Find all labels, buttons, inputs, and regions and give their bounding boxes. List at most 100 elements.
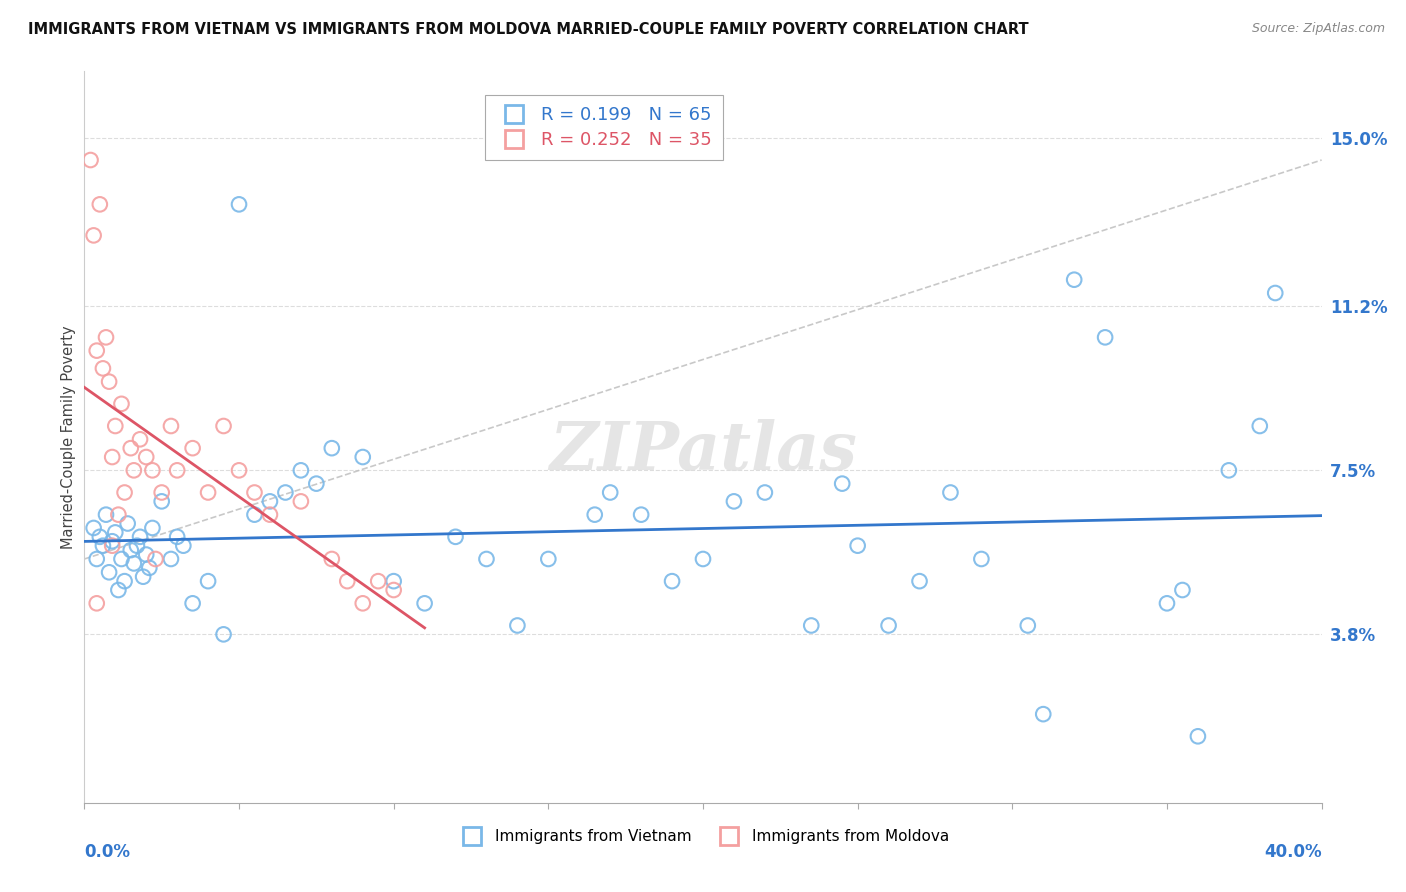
Point [129, 530, 152, 544]
Point [367, 574, 389, 589]
Point [259, 508, 281, 522]
Text: Source: ZipAtlas.com: Source: ZipAtlas.com [1251, 22, 1385, 36]
Point [114, 485, 136, 500]
Point [243, 485, 266, 500]
Point [83, 228, 105, 243]
Point [91, 361, 114, 376]
Point [94, 330, 117, 344]
Point [166, 463, 188, 477]
Y-axis label: Married-Couple Family Poverty: Married-Couple Family Poverty [60, 326, 76, 549]
Point [122, 557, 145, 571]
Point [197, 574, 219, 589]
Text: 0.0%: 0.0% [84, 843, 131, 861]
Point [846, 539, 869, 553]
Point [122, 463, 145, 477]
Point [506, 618, 529, 632]
Point [413, 596, 436, 610]
Point [630, 508, 652, 522]
Text: 40.0%: 40.0% [1264, 843, 1322, 861]
Point [692, 552, 714, 566]
Point [336, 574, 359, 589]
Point [1156, 596, 1178, 610]
Point [104, 419, 127, 434]
Point [228, 197, 250, 211]
Point [228, 463, 250, 477]
Point [101, 450, 124, 464]
Point [141, 521, 163, 535]
Point [138, 561, 160, 575]
Point [1063, 273, 1085, 287]
Point [125, 539, 148, 553]
Point [243, 508, 266, 522]
Point [79, 153, 101, 167]
Point [444, 530, 467, 544]
Point [1032, 707, 1054, 722]
Point [537, 552, 560, 566]
Point [141, 463, 163, 477]
Text: IMMIGRANTS FROM VIETNAM VS IMMIGRANTS FROM MOLDOVA MARRIED-COUPLE FAMILY POVERTY: IMMIGRANTS FROM VIETNAM VS IMMIGRANTS FR… [28, 22, 1029, 37]
Point [120, 441, 142, 455]
Point [86, 596, 108, 610]
Point [831, 476, 853, 491]
Point [321, 552, 343, 566]
Point [197, 485, 219, 500]
Point [150, 485, 173, 500]
Point [1249, 419, 1271, 434]
Point [908, 574, 931, 589]
Point [877, 618, 900, 632]
Point [212, 627, 235, 641]
Point [274, 485, 297, 500]
Point [290, 494, 312, 508]
Point [181, 441, 204, 455]
Point [1264, 285, 1286, 300]
Point [150, 494, 173, 508]
Legend: Immigrants from Vietnam, Immigrants from Moldova: Immigrants from Vietnam, Immigrants from… [450, 822, 956, 850]
Point [475, 552, 498, 566]
Point [120, 543, 142, 558]
Point [1187, 729, 1209, 743]
Point [1017, 618, 1039, 632]
Point [107, 582, 129, 597]
Point [352, 450, 374, 464]
Point [132, 570, 155, 584]
Point [83, 521, 105, 535]
Point [305, 476, 328, 491]
Point [86, 343, 108, 358]
Point [754, 485, 776, 500]
Point [583, 508, 606, 522]
Point [107, 508, 129, 522]
Point [1094, 330, 1116, 344]
Point [135, 450, 157, 464]
Point [172, 539, 194, 553]
Point [1171, 582, 1194, 597]
Point [98, 566, 121, 580]
Point [98, 375, 121, 389]
Point [723, 494, 745, 508]
Point [970, 552, 993, 566]
Point [939, 485, 962, 500]
Point [89, 197, 111, 211]
Point [661, 574, 683, 589]
Point [160, 419, 183, 434]
Point [160, 552, 183, 566]
Point [101, 534, 124, 549]
Point [212, 419, 235, 434]
Point [259, 494, 281, 508]
Point [382, 574, 405, 589]
Point [110, 397, 132, 411]
Point [129, 432, 152, 446]
Text: ZIPatlas: ZIPatlas [550, 419, 856, 484]
Point [117, 516, 139, 531]
Point [166, 530, 188, 544]
Point [89, 530, 111, 544]
Point [94, 508, 117, 522]
Point [114, 574, 136, 589]
Point [800, 618, 823, 632]
Point [352, 596, 374, 610]
Point [382, 582, 405, 597]
Point [145, 552, 167, 566]
Point [135, 548, 157, 562]
Point [86, 552, 108, 566]
Point [110, 552, 132, 566]
Point [91, 539, 114, 553]
